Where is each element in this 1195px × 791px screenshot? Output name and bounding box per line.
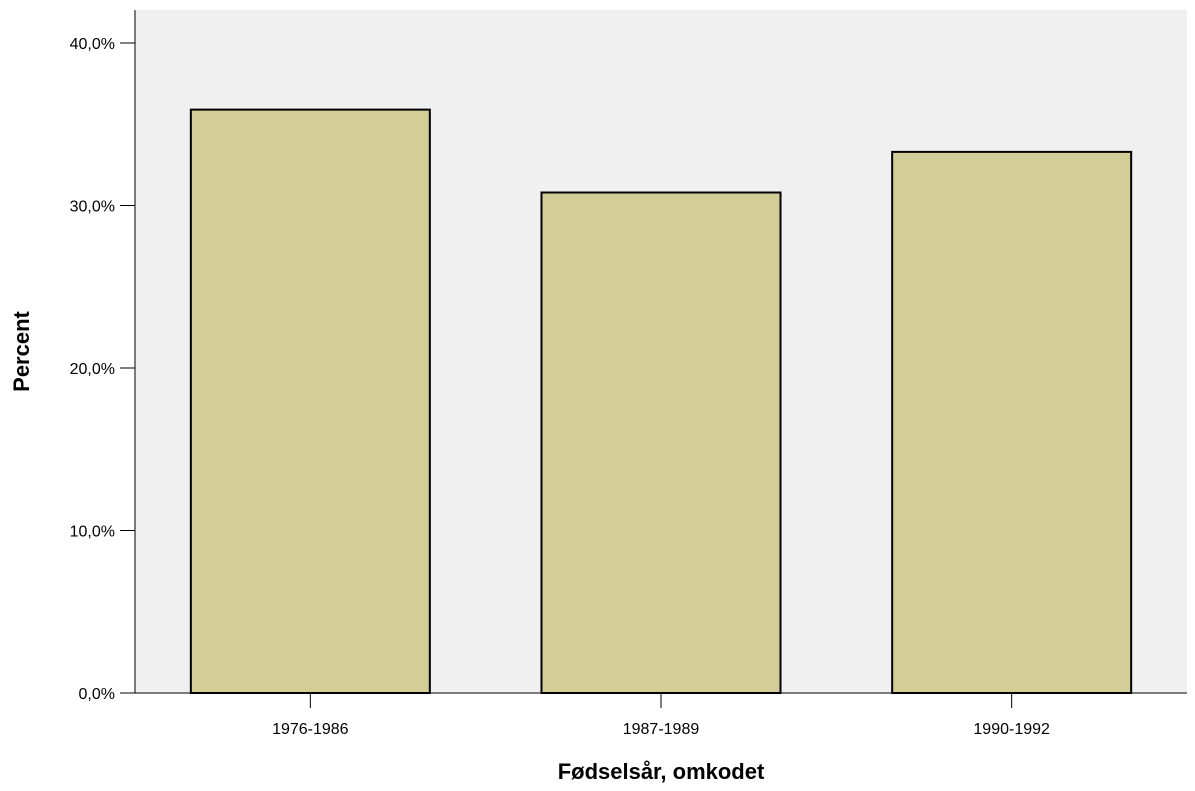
y-axis-ticks: 0,0% 10,0% 20,0% 30,0% 40,0% (70, 36, 135, 703)
y-tick-label: 30,0% (70, 199, 115, 216)
bar-1976-1986 (189, 108, 431, 694)
x-axis-ticks: 1976-1986 1987-1989 1990-1992 (272, 693, 1050, 738)
x-tick-label: 1976-1986 (272, 721, 349, 738)
x-axis-title: Fødselsår, omkodet (558, 759, 765, 784)
y-axis-title: Percent (9, 310, 34, 391)
x-tick-label: 1987-1989 (623, 721, 700, 738)
y-tick-label: 10,0% (70, 524, 115, 541)
y-tick-label: 40,0% (70, 36, 115, 53)
y-tick-label: 0,0% (79, 686, 115, 703)
bar-1987-1989 (540, 191, 782, 694)
x-tick-label: 1990-1992 (973, 721, 1050, 738)
bars-group (189, 108, 1133, 694)
y-tick-label: 20,0% (70, 361, 115, 378)
bar-1990-1992 (891, 150, 1133, 694)
